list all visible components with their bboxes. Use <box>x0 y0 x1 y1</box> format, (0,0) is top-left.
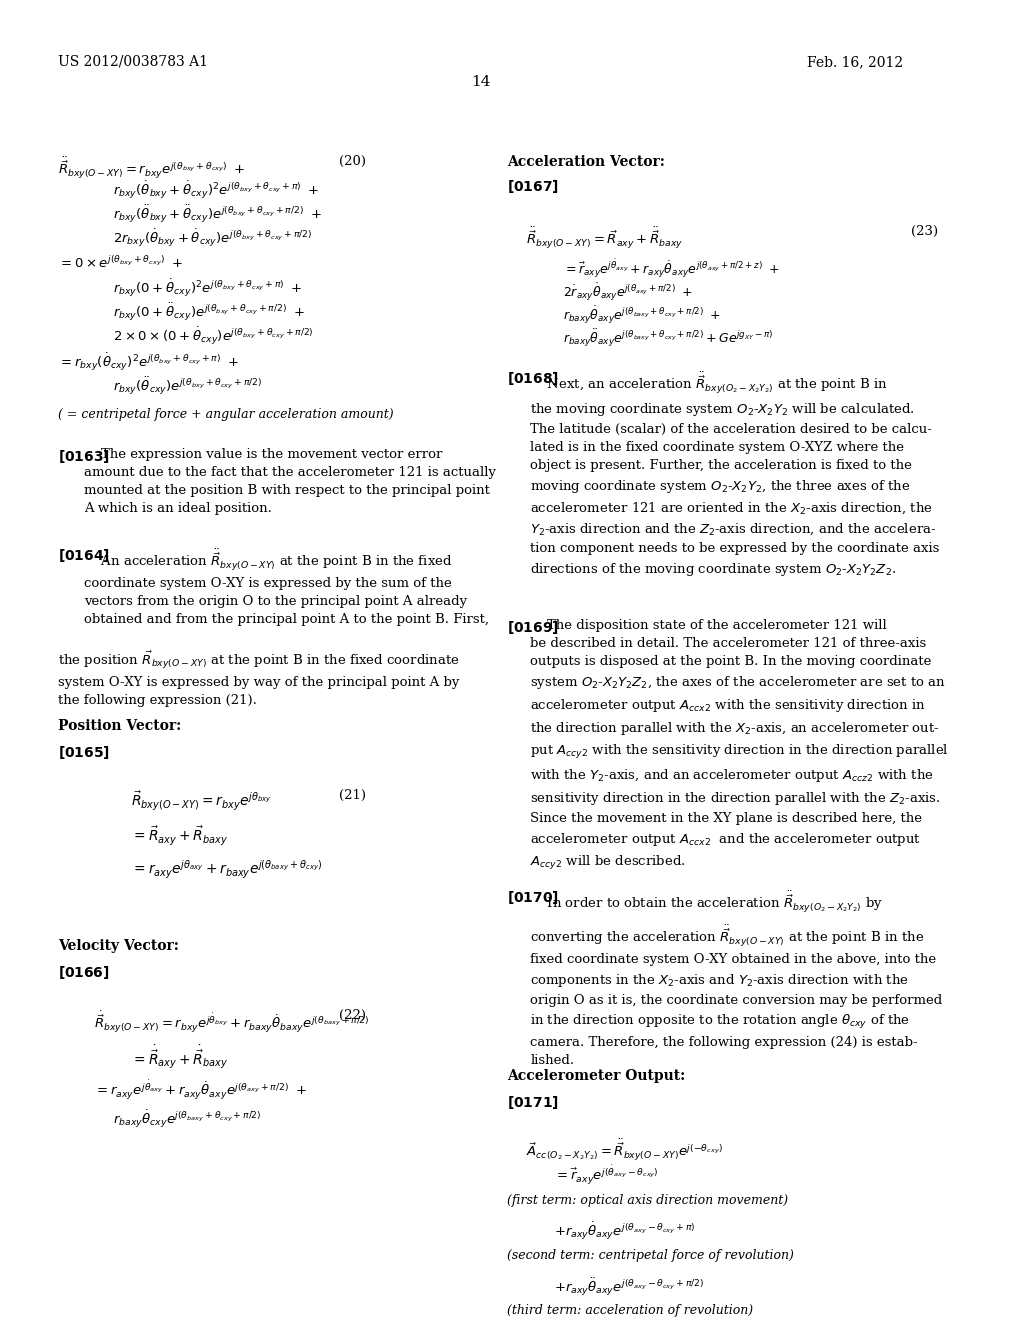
Text: $\dot{\vec{R}}_{bxy(O-XY)} = r_{bxy}e^{j\dot{\theta}_{bxy}} + r_{baxy}\dot{\thet: $\dot{\vec{R}}_{bxy(O-XY)} = r_{bxy}e^{j… <box>94 1008 370 1034</box>
Text: $\mathbf{[0163]}$: $\mathbf{[0163]}$ <box>58 447 111 465</box>
Text: $\mathbf{[0169]}$: $\mathbf{[0169]}$ <box>507 619 559 636</box>
Text: (22): (22) <box>339 1008 366 1022</box>
Text: In order to obtain the acceleration $\ddot{\vec{R}}_{bxy(O_2-X_2Y_2)}$ by
conver: In order to obtain the acceleration $\dd… <box>530 890 942 1068</box>
Text: $r_{bxy}(\dot{\theta}_{bxy}+\dot{\theta}_{cxy})^2 e^{j(\theta_{bxy}+\theta_{cxy}: $r_{bxy}(\dot{\theta}_{bxy}+\dot{\theta}… <box>113 180 319 202</box>
Text: $\mathbf{[0171]}$: $\mathbf{[0171]}$ <box>507 1094 559 1111</box>
Text: $r_{bxy}(0+\ddot{\theta}_{cxy})e^{j(\theta_{bxy}+\theta_{cxy}+\pi/2)}\ +$: $r_{bxy}(0+\ddot{\theta}_{cxy})e^{j(\the… <box>113 302 304 323</box>
Text: Velocity Vector:: Velocity Vector: <box>58 939 179 953</box>
Text: $= r_{bxy}(\dot{\theta}_{cxy})^2 e^{j(\theta_{bxy}+\theta_{cxy}+\pi)}\ +$: $= r_{bxy}(\dot{\theta}_{cxy})^2 e^{j(\t… <box>58 351 240 374</box>
Text: $r_{baxy}\dot{\theta}_{cxy}e^{j(\theta_{baxy}+\theta_{cxy}+\pi/2)}$: $r_{baxy}\dot{\theta}_{cxy}e^{j(\theta_{… <box>113 1109 261 1130</box>
Text: $\mathbf{[0170]}$: $\mathbf{[0170]}$ <box>507 890 559 906</box>
Text: (second term: centripetal force of revolution): (second term: centripetal force of revol… <box>507 1249 794 1262</box>
Text: $\mathbf{[0168]}$: $\mathbf{[0168]}$ <box>507 370 559 387</box>
Text: An acceleration $\ddot{\vec{R}}_{bxy(O-XY)}$ at the point B in the fixed
coordin: An acceleration $\ddot{\vec{R}}_{bxy(O-X… <box>84 548 489 627</box>
Text: $=\vec{r}_{axy}e^{j(\dot{\theta}_{axy}-\theta_{cxy})}$: $=\vec{r}_{axy}e^{j(\dot{\theta}_{axy}-\… <box>554 1164 658 1187</box>
Text: Accelerometer Output:: Accelerometer Output: <box>507 1069 685 1082</box>
Text: Acceleration Vector:: Acceleration Vector: <box>507 154 665 169</box>
Text: (23): (23) <box>911 224 938 238</box>
Text: $r_{baxy}\ddot{\theta}_{axy}e^{j(\theta_{baxy}+\theta_{cxy}+\pi/2)} + Ge^{jg_{XY: $r_{baxy}\ddot{\theta}_{axy}e^{j(\theta_… <box>563 327 773 350</box>
Text: $= r_{axy}e^{j\theta_{axy}} + r_{baxy}e^{j(\theta_{baxy}+\theta_{cxy})}$: $= r_{axy}e^{j\theta_{axy}} + r_{baxy}e^… <box>131 859 323 882</box>
Text: $= \vec{R}_{axy} + \vec{R}_{baxy}$: $= \vec{R}_{axy} + \vec{R}_{baxy}$ <box>131 824 228 847</box>
Text: $\ddot{\vec{R}}_{bxy(O-XY)} = \vec{R}_{axy} + \ddot{\vec{R}}_{baxy}$: $\ddot{\vec{R}}_{bxy(O-XY)} = \vec{R}_{a… <box>525 224 683 249</box>
Text: $\mathbf{[0166]}$: $\mathbf{[0166]}$ <box>58 964 110 981</box>
Text: $2\dot{r}_{axy}\dot{\theta}_{axy}e^{j(\theta_{axy}+\pi/2)}\ +$: $2\dot{r}_{axy}\dot{\theta}_{axy}e^{j(\t… <box>563 281 692 304</box>
Text: $r_{bxy}(0+\dot{\theta}_{cxy})^2 e^{j(\theta_{bxy}+\theta_{cxy}+\pi)}\ +$: $r_{bxy}(0+\dot{\theta}_{cxy})^2 e^{j(\t… <box>113 277 302 300</box>
Text: Next, an acceleration $\ddot{\vec{R}}_{bxy(O_2-X_2Y_2)}$ at the point B in
the m: Next, an acceleration $\ddot{\vec{R}}_{b… <box>530 370 940 578</box>
Text: $\vec{A}_{cc(O_2-X_2Y_2)}=\ddot{\vec{R}}_{bxy(O-XY)}e^{j(-\theta_{cxy})}$: $\vec{A}_{cc(O_2-X_2Y_2)}=\ddot{\vec{R}}… <box>525 1137 722 1162</box>
Text: Position Vector:: Position Vector: <box>58 719 181 733</box>
Text: (third term: acceleration of revolution): (third term: acceleration of revolution) <box>507 1304 753 1316</box>
Text: the position $\vec{R}_{bxy(O-XY)}$ at the point B in the fixed coordinate
system: the position $\vec{R}_{bxy(O-XY)}$ at th… <box>58 649 460 706</box>
Text: $2r_{bxy}(\dot{\theta}_{bxy}+\dot{\theta}_{cxy})e^{j(\theta_{bxy}+\theta_{cxy}+\: $2r_{bxy}(\dot{\theta}_{bxy}+\dot{\theta… <box>113 228 312 249</box>
Text: $\mathbf{[0164]}$: $\mathbf{[0164]}$ <box>58 548 111 565</box>
Text: $r_{bxy}(\ddot{\theta}_{cxy})e^{j(\theta_{bxy}+\theta_{cxy}+\pi/2)}$: $r_{bxy}(\ddot{\theta}_{cxy})e^{j(\theta… <box>113 376 262 397</box>
Text: (20): (20) <box>339 154 366 168</box>
Text: (first term: optical axis direction movement): (first term: optical axis direction move… <box>507 1193 787 1206</box>
Text: US 2012/0038783 A1: US 2012/0038783 A1 <box>57 55 208 69</box>
Text: $r_{baxy}\dot{\theta}_{axy}e^{j(\theta_{baxy}+\theta_{cxy}+\pi/2)}\ +$: $r_{baxy}\dot{\theta}_{axy}e^{j(\theta_{… <box>563 305 721 326</box>
Text: $= r_{axy}e^{j\dot{\theta}_{axy}} + r_{axy}\dot{\theta}_{axy}e^{j(\theta_{axy}+\: $= r_{axy}e^{j\dot{\theta}_{axy}} + r_{a… <box>94 1078 306 1102</box>
Text: The disposition state of the accelerometer 121 will
be described in detail. The : The disposition state of the acceleromet… <box>530 619 949 873</box>
Text: $2\times 0\times(0+\dot{\theta}_{cxy})e^{j(\theta_{bxy}+\theta_{cxy}+\pi/2)}$: $2\times 0\times(0+\dot{\theta}_{cxy})e^… <box>113 326 313 347</box>
Text: $= \vec{r}_{axy}e^{j\dot{\theta}_{axy}} + r_{axy}\dot{\theta}_{axy}e^{j(\theta_{: $= \vec{r}_{axy}e^{j\dot{\theta}_{axy}} … <box>563 257 779 281</box>
Text: ( = centripetal force + angular acceleration amount): ( = centripetal force + angular accelera… <box>58 408 394 421</box>
Text: $= \dot{\vec{R}}_{axy} + \dot{\vec{R}}_{baxy}$: $= \dot{\vec{R}}_{axy} + \dot{\vec{R}}_{… <box>131 1044 228 1072</box>
Text: The expression value is the movement vector error
amount due to the fact that th: The expression value is the movement vec… <box>84 447 497 515</box>
Text: $+r_{axy}\ddot{\theta}_{axy}e^{j(\theta_{axy}-\theta_{cxy}+\pi/2)}$: $+r_{axy}\ddot{\theta}_{axy}e^{j(\theta_… <box>554 1276 703 1299</box>
Text: $r_{bxy}(\ddot{\theta}_{bxy}+\ddot{\theta}_{cxy})e^{j(\theta_{bxy}+\theta_{cxy}+: $r_{bxy}(\ddot{\theta}_{bxy}+\ddot{\thet… <box>113 203 322 226</box>
Text: 14: 14 <box>471 75 490 88</box>
Text: $= 0 \times e^{j(\theta_{bxy}+\theta_{cxy})}\ +$: $= 0 \times e^{j(\theta_{bxy}+\theta_{cx… <box>58 255 183 271</box>
Text: $\vec{R}_{bxy(O-XY)} = r_{bxy}e^{j\theta_{bxy}}$: $\vec{R}_{bxy(O-XY)} = r_{bxy}e^{j\theta… <box>131 789 272 812</box>
Text: $\ddot{\vec{R}}_{bxy(O-XY)} = r_{bxy}e^{j(\theta_{bxy}+\theta_{cxy})}\ +$: $\ddot{\vec{R}}_{bxy(O-XY)} = r_{bxy}e^{… <box>58 154 246 180</box>
Text: $\mathbf{[0167]}$: $\mathbf{[0167]}$ <box>507 178 559 195</box>
Text: $+r_{axy}\dot{\theta}_{axy}e^{j(\theta_{axy}-\theta_{cxy}+\pi)}$: $+r_{axy}\dot{\theta}_{axy}e^{j(\theta_{… <box>554 1221 695 1242</box>
Text: $\mathbf{[0165]}$: $\mathbf{[0165]}$ <box>58 744 111 762</box>
Text: Feb. 16, 2012: Feb. 16, 2012 <box>807 55 903 69</box>
Text: (21): (21) <box>339 789 366 803</box>
